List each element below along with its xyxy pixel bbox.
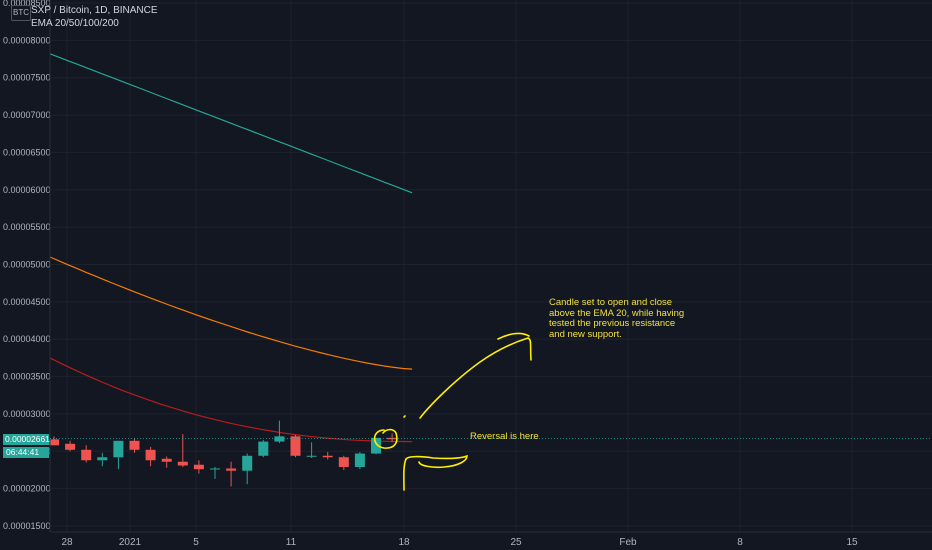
- candle: [354, 452, 365, 470]
- indicator-label[interactable]: EMA 20/50/100/200: [31, 18, 119, 29]
- candle: [226, 461, 237, 487]
- ema-lines: [49, 53, 413, 443]
- bar-countdown-tag: 06:44:41: [3, 447, 49, 458]
- time-axis[interactable]: 28 2021 5 11 18 25 Feb 8 15: [50, 531, 932, 548]
- candle-body: [177, 461, 188, 466]
- candle: [193, 460, 204, 474]
- y-tick-label: 0.00008500: [3, 0, 51, 8]
- dot-marker: [403, 415, 406, 418]
- candle-body: [81, 449, 92, 461]
- candle: [177, 434, 188, 467]
- candle-body: [371, 437, 381, 454]
- candle-body: [290, 436, 301, 456]
- candle-body: [322, 455, 333, 458]
- y-tick-label: 0.00008000: [3, 35, 51, 45]
- candlesticks: [49, 420, 398, 487]
- candle-body: [65, 443, 76, 450]
- x-tick-label: 18: [398, 537, 410, 548]
- x-tick-label: 5: [193, 537, 199, 548]
- y-tick-label: 0.00006000: [3, 185, 51, 195]
- candle-body: [49, 439, 59, 446]
- candle: [49, 436, 59, 446]
- candle: [145, 446, 156, 467]
- candle: [81, 445, 92, 463]
- candle: [113, 440, 124, 470]
- annotation-reversal: Reversal is here: [470, 431, 539, 442]
- x-tick-label: 15: [846, 537, 858, 548]
- ema-200-line: [49, 53, 413, 194]
- y-tick-label: 0.00006500: [3, 147, 51, 157]
- symbol-title[interactable]: SXP / Bitcoin, 1D, BINANCE: [31, 5, 158, 16]
- y-tick-label: 0.00007500: [3, 73, 51, 83]
- candle-body: [306, 455, 317, 457]
- candle-body: [145, 449, 156, 461]
- current-price-tag: 0.00002661: [3, 434, 50, 445]
- candle: [338, 455, 349, 470]
- candle-body: [129, 440, 140, 450]
- ema-50-line: [49, 357, 413, 443]
- y-tick-label: 0.00007000: [3, 110, 51, 120]
- candle: [242, 453, 253, 485]
- candle-body: [97, 457, 108, 461]
- candle: [258, 440, 269, 458]
- candle-body: [210, 468, 220, 470]
- y-tick-label: 0.00001500: [3, 521, 51, 531]
- candle-body: [113, 440, 124, 458]
- bracket-marker: [403, 454, 468, 491]
- candle-body: [242, 455, 253, 471]
- x-tick-label: 25: [510, 537, 522, 548]
- chart-grid: [50, 0, 932, 532]
- candle: [371, 437, 381, 455]
- candle: [65, 440, 76, 452]
- annotation-note: Candle set to open and close above the E…: [549, 297, 685, 340]
- candle-body: [161, 458, 172, 462]
- candle: [290, 434, 301, 458]
- candle-body: [274, 436, 285, 442]
- candle-body: [193, 464, 204, 470]
- y-tick-label: 0.00005000: [3, 260, 51, 270]
- x-tick-label: 2021: [119, 537, 142, 548]
- drawn-markers: [373, 332, 532, 491]
- y-tick-label: 0.00004500: [3, 297, 51, 307]
- y-tick-label: 0.00002000: [3, 484, 51, 494]
- x-tick-label: 8: [737, 537, 743, 548]
- candle: [306, 442, 317, 459]
- y-tick-label: 0.00003000: [3, 409, 51, 419]
- candle-body: [338, 457, 349, 467]
- up-arrow-curve: [419, 337, 532, 419]
- x-tick-label: Feb: [619, 537, 637, 548]
- ema-100-line: [49, 256, 413, 370]
- candle-body: [226, 468, 237, 471]
- candle: [274, 420, 285, 444]
- symbol-badge[interactable]: BTC: [11, 5, 31, 21]
- y-tick-label: 0.00003500: [3, 372, 51, 382]
- x-tick-label: 28: [61, 537, 73, 548]
- candle: [97, 452, 108, 467]
- candle-body: [258, 441, 269, 456]
- x-tick-label: 11: [286, 537, 297, 548]
- candle: [210, 466, 220, 479]
- arrow-head: [497, 332, 530, 340]
- circle-marker: [373, 428, 398, 449]
- y-tick-label: 0.00005500: [3, 222, 51, 232]
- candle: [322, 452, 333, 460]
- candle-body: [354, 453, 365, 467]
- y-tick-label: 0.00004000: [3, 334, 51, 344]
- candle: [129, 437, 140, 453]
- candle: [161, 456, 172, 468]
